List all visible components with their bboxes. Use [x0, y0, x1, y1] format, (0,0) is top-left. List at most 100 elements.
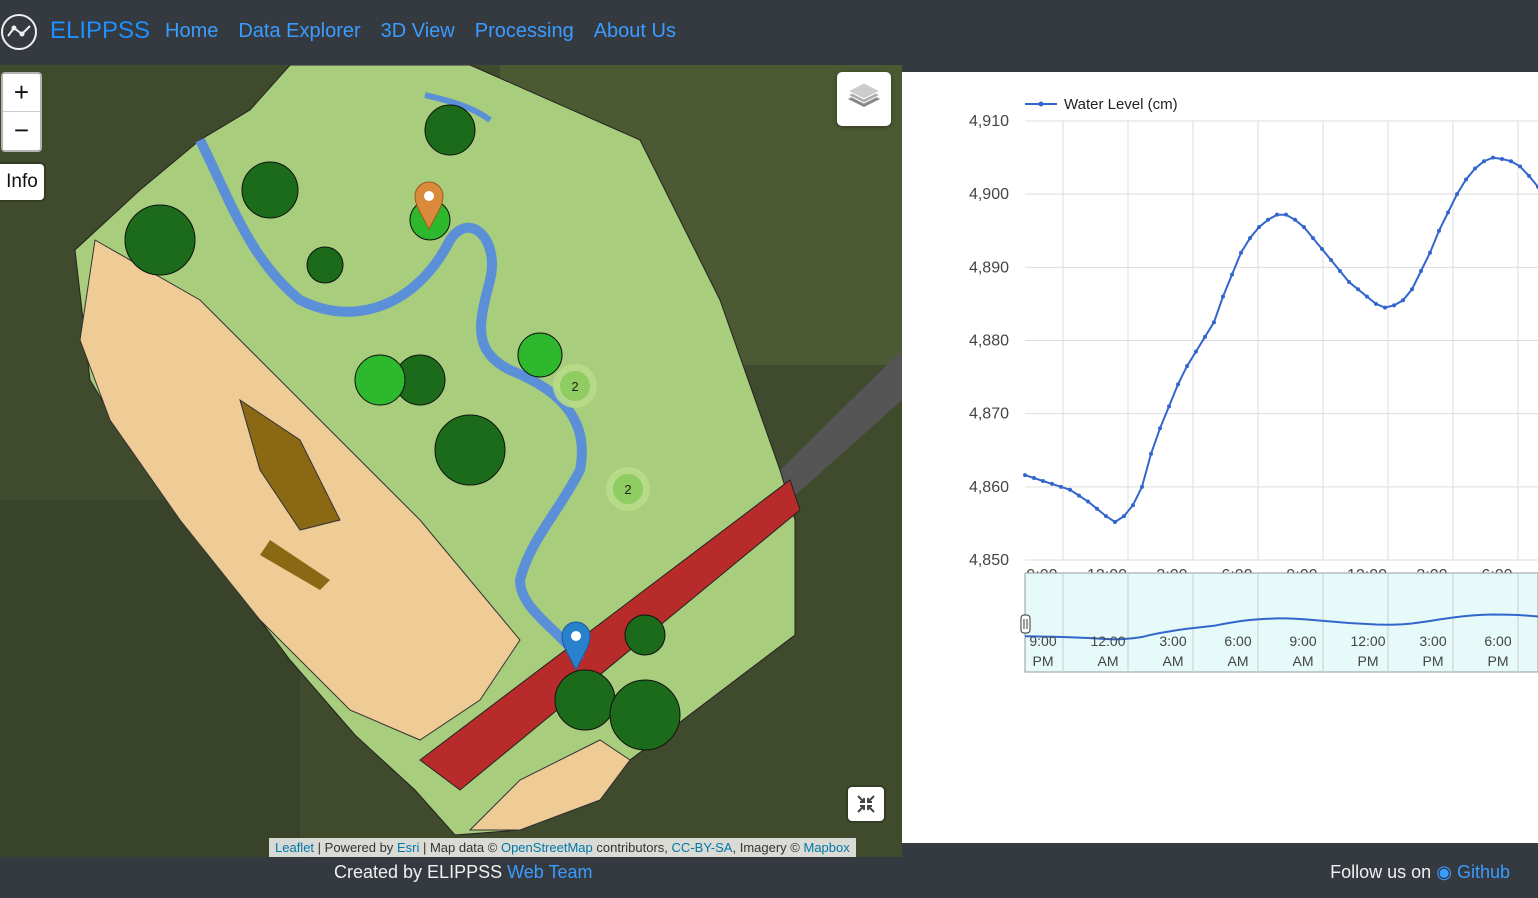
data-point	[1293, 217, 1297, 222]
range-tick-label: 6:00	[1224, 633, 1251, 649]
range-tick-label: 12:00	[1090, 633, 1125, 649]
attribution-text: | Map data ©	[422, 840, 498, 855]
zoom-control: + −	[1, 72, 42, 152]
layers-button[interactable]	[837, 72, 891, 126]
footer: Created by ELIPPSS Web Team Follow us on…	[0, 857, 1538, 898]
nav-link-processing[interactable]: Processing	[474, 20, 574, 42]
data-point	[1383, 305, 1387, 310]
data-point	[1311, 236, 1315, 241]
elippss-logo-icon[interactable]	[0, 10, 38, 54]
data-point	[1185, 364, 1189, 369]
chart-panel: Water Level (cm) 4,910 4,900 4,890 4,880 4,8…	[902, 72, 1538, 843]
data-point	[1095, 506, 1099, 511]
map-canvas: 2 2	[0, 65, 902, 857]
data-point	[1320, 247, 1324, 252]
data-point	[1509, 159, 1513, 164]
data-point	[1212, 320, 1216, 325]
data-point	[1122, 514, 1126, 519]
water-level-chart: Water Level (cm) 4,910 4,900 4,890 4,880 4,8…	[969, 96, 1538, 673]
footer-follow-text: Follow us on	[1330, 862, 1432, 882]
fullscreen-button[interactable]	[848, 787, 884, 821]
data-point	[1248, 236, 1252, 241]
data-point	[1266, 217, 1270, 222]
orange-location-pin-icon[interactable]	[414, 181, 444, 231]
data-point	[1194, 349, 1198, 354]
nav-link-data-explorer[interactable]: Data Explorer	[238, 20, 361, 42]
y-tick-label: 4,850	[969, 552, 1009, 569]
cluster-marker[interactable]: 2	[571, 379, 578, 394]
data-point	[1428, 250, 1432, 255]
data-point	[1518, 164, 1522, 169]
data-point	[1068, 487, 1072, 492]
data-point	[1500, 157, 1504, 162]
nav-link-3d-view[interactable]: 3D View	[380, 20, 455, 42]
data-point	[1302, 225, 1306, 230]
data-point	[1077, 493, 1081, 498]
data-point	[1455, 192, 1459, 197]
data-point	[1023, 473, 1027, 478]
map-attribution: Leaflet | Powered by Esri | Map data © O…	[269, 838, 856, 857]
data-point	[1473, 166, 1477, 171]
leaflet-link[interactable]: Leaflet	[275, 840, 315, 855]
data-point	[1203, 334, 1207, 339]
data-point	[1230, 272, 1234, 277]
range-tick-label: AM	[1228, 653, 1249, 669]
github-link-label: Github	[1456, 862, 1510, 882]
web-team-link[interactable]: Web Team	[507, 862, 593, 882]
data-point	[1221, 294, 1225, 299]
openstreetmap-link[interactable]: OpenStreetMap	[500, 840, 593, 855]
cluster-marker[interactable]: 2	[624, 482, 631, 497]
zoom-in-button[interactable]: +	[3, 74, 40, 112]
y-tick-label: 4,880	[969, 333, 1009, 350]
attribution-text: | Powered by	[317, 840, 394, 855]
navbar: ELIPPSS Home Data Explorer 3D View Proce…	[0, 0, 1538, 65]
data-point	[1482, 159, 1486, 164]
data-point	[1149, 451, 1153, 456]
data-point	[1365, 294, 1369, 299]
data-point	[1446, 210, 1450, 215]
range-tick-label: AM	[1293, 653, 1314, 669]
data-point	[1284, 212, 1288, 217]
data-point	[1419, 268, 1423, 273]
blue-location-pin-icon[interactable]	[561, 621, 591, 672]
github-icon: ◉	[1436, 862, 1452, 882]
map-view[interactable]: 2 2 + − Info Leaflet | Powered by Esri |…	[0, 65, 902, 857]
footer-created-by: Created by ELIPPSS	[334, 862, 503, 882]
mapbox-link[interactable]: Mapbox	[803, 840, 850, 855]
data-point	[1437, 228, 1441, 233]
layers-icon	[846, 82, 882, 107]
footer-social: Follow us on ◉ Github	[1330, 862, 1510, 883]
data-point	[1275, 212, 1279, 217]
data-point	[1347, 279, 1351, 284]
github-link[interactable]: ◉ Github	[1436, 862, 1510, 882]
y-tick-label: 4,860	[969, 479, 1009, 496]
chart-legend[interactable]: Water Level (cm)	[1025, 96, 1178, 113]
attribution-text: contributors,	[596, 840, 668, 855]
data-point	[1086, 499, 1090, 504]
range-tick-label: PM	[1423, 653, 1444, 669]
y-tick-label: 4,890	[969, 259, 1009, 276]
license-link[interactable]: CC-BY-SA	[671, 840, 733, 855]
range-selector-line	[1024, 613, 1538, 641]
data-point	[1410, 287, 1414, 292]
nav-link-about-us[interactable]: About Us	[593, 20, 676, 42]
data-point	[1338, 268, 1342, 273]
range-tick-label: PM	[1488, 653, 1509, 669]
nav-link-home[interactable]: Home	[165, 20, 219, 42]
data-point	[1464, 177, 1468, 182]
range-handle-left[interactable]	[1020, 614, 1031, 634]
info-button[interactable]: Info	[0, 164, 44, 200]
data-point	[1401, 298, 1405, 303]
range-tick-label: PM	[1358, 653, 1379, 669]
esri-link[interactable]: Esri	[396, 840, 420, 855]
data-point	[1113, 519, 1117, 524]
data-point	[1032, 476, 1036, 481]
data-point	[1374, 301, 1378, 306]
footer-credits: Created by ELIPPSS Web Team	[334, 862, 593, 883]
range-tick-label: AM	[1098, 653, 1119, 669]
data-point	[1176, 382, 1180, 387]
range-tick-label: 9:00	[1289, 633, 1316, 649]
brand-name[interactable]: ELIPPSS	[50, 17, 151, 44]
zoom-out-button[interactable]: −	[13, 115, 30, 145]
data-point	[1158, 426, 1162, 431]
